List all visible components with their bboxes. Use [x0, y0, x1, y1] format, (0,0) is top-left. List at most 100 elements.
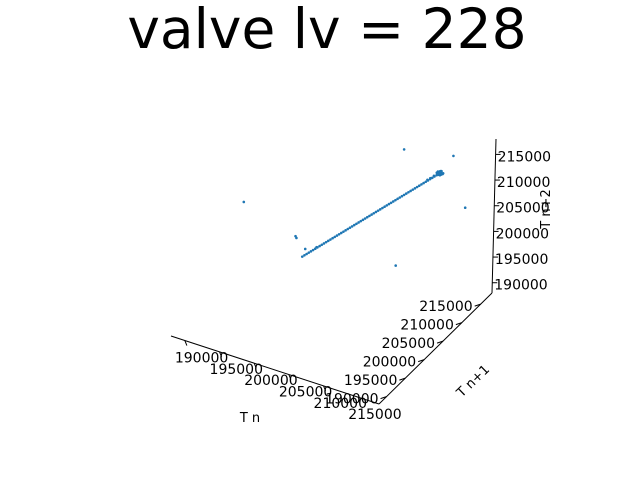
scatter-point — [361, 218, 365, 222]
x-tick — [288, 374, 292, 380]
axes-layer: 1900001950002000002050002100002150001900… — [170, 138, 551, 423]
scatter-point — [400, 194, 404, 198]
scatter-point — [294, 234, 297, 238]
scatter-point — [437, 172, 441, 176]
scatter-point — [346, 227, 350, 231]
scatter-point — [320, 243, 324, 247]
scatter-point — [429, 176, 432, 180]
scatter-point — [430, 176, 434, 180]
scatter-point — [324, 240, 328, 244]
scatter-point — [342, 230, 345, 233]
x-tick — [357, 397, 361, 403]
y-tick-label: 195000 — [344, 373, 397, 389]
scatter-point — [435, 171, 439, 175]
scatter-point — [344, 229, 347, 232]
scatter-point — [413, 187, 417, 190]
scatter-point — [303, 254, 306, 257]
y-tick — [436, 340, 444, 344]
x-axis-line — [170, 335, 380, 405]
scatter-point — [396, 197, 399, 201]
scatter-point — [415, 185, 419, 189]
scatter-point — [420, 183, 423, 186]
scatter-point — [426, 178, 429, 182]
x-axis-label: T n — [239, 411, 260, 426]
z-tick-label: 200000 — [496, 226, 549, 242]
scatter-point — [359, 219, 363, 223]
scatter-point — [309, 250, 313, 253]
x-tick-label: 215000 — [348, 407, 401, 423]
scatter-point — [394, 264, 398, 267]
scatter-point — [242, 200, 246, 204]
x-tick-label: 200000 — [244, 373, 297, 389]
z-tick-label: 215000 — [498, 149, 551, 165]
z-tick-label: 195000 — [495, 252, 548, 268]
y-tick — [399, 377, 406, 381]
scatter-point — [424, 180, 428, 184]
scatter-point — [363, 217, 367, 220]
scatter-point — [391, 200, 395, 203]
y-axis-line — [378, 292, 493, 405]
z-tick-label: 205000 — [496, 201, 549, 217]
scatter-point — [378, 208, 382, 211]
x-tick — [184, 340, 188, 346]
z-tick-label: 190000 — [494, 278, 547, 294]
scatter-point — [383, 205, 386, 209]
y-tick-label: 210000 — [400, 318, 453, 334]
scatter-point — [352, 223, 356, 227]
scatter-point — [322, 242, 326, 245]
scatter-point — [357, 221, 360, 224]
y-tick-label: 200000 — [363, 355, 416, 371]
scatter-point — [374, 210, 378, 214]
scatter-point — [326, 239, 330, 243]
scatter-point — [411, 188, 415, 191]
y-tick — [380, 396, 387, 400]
z-axis-line — [491, 138, 497, 294]
scatter-point — [387, 202, 391, 206]
scatter-point — [355, 222, 358, 226]
scatter-point — [311, 248, 315, 252]
x-tick-label: 190000 — [175, 351, 228, 367]
scatter-point — [452, 154, 455, 158]
scatter-point — [368, 214, 371, 218]
chart-title: valve lv = 228 — [127, 0, 526, 61]
scatter-point — [432, 174, 436, 178]
scatter-point — [348, 226, 352, 230]
scatter-point — [422, 181, 425, 185]
scatter-point — [385, 204, 389, 207]
scatter-point — [439, 169, 443, 173]
scatter-point — [441, 171, 445, 175]
scatter-point — [365, 215, 369, 219]
y-tick — [418, 359, 425, 363]
scatter-point — [439, 173, 443, 176]
scatter-point — [315, 245, 318, 249]
scatter-point — [303, 247, 307, 251]
y-tick-label: 190000 — [325, 392, 378, 408]
scatter-point — [409, 189, 412, 193]
x-tick — [219, 351, 222, 358]
x-tick — [253, 363, 257, 369]
scatter-point — [305, 252, 308, 256]
scatter-point — [350, 225, 354, 228]
scatter-point — [337, 232, 341, 236]
scatter-point — [463, 206, 467, 209]
scatter-point — [335, 234, 339, 237]
y-tick — [455, 322, 463, 326]
points-layer — [242, 148, 467, 267]
y-tick — [474, 303, 481, 307]
y-tick-label: 205000 — [382, 336, 435, 352]
scatter-point — [331, 236, 334, 240]
scatter-point — [370, 213, 373, 216]
scatter-point — [389, 201, 393, 205]
z-axis-label: T n+2 — [539, 189, 554, 229]
scatter-point — [398, 196, 402, 199]
scatter-point — [376, 209, 380, 212]
scatter-point — [333, 235, 337, 239]
x-tick-label: 205000 — [279, 385, 332, 401]
x-tick-label: 210000 — [314, 396, 367, 412]
y-tick-label: 215000 — [419, 299, 472, 315]
scatter-point — [318, 244, 321, 248]
scatter-point — [394, 198, 397, 202]
scatter-point — [329, 238, 332, 241]
x-tick — [323, 385, 326, 392]
